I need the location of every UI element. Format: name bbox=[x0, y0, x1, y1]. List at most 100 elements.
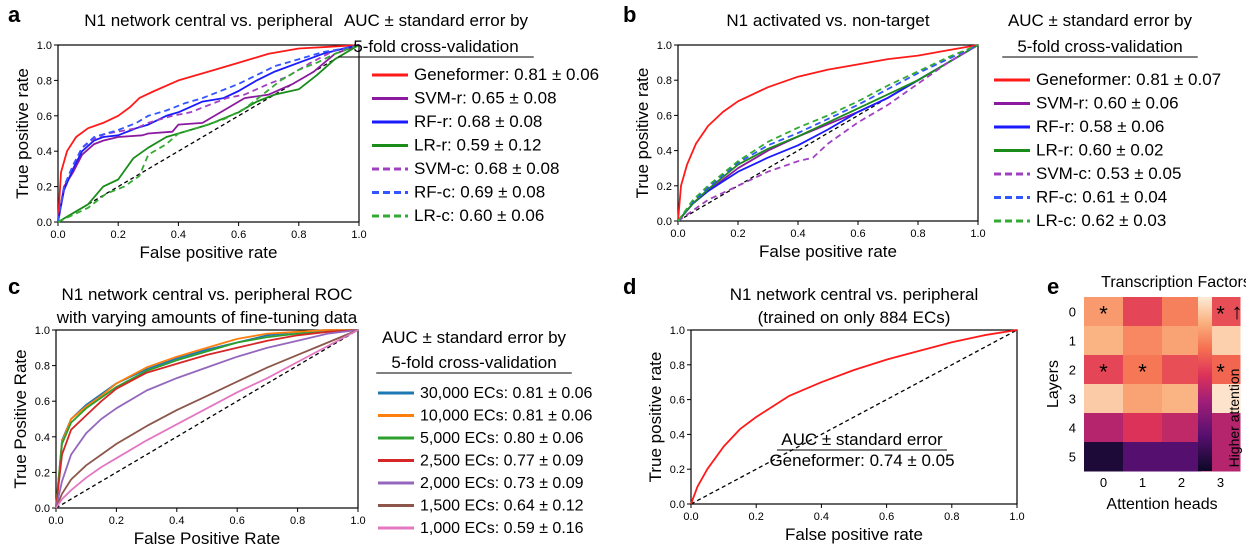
series-line bbox=[57, 44, 360, 223]
x-tick-label: 1.0 bbox=[351, 229, 366, 241]
legend-entry: Geneformer: 0.74 ± 0.05 bbox=[769, 451, 954, 470]
series-line bbox=[57, 44, 360, 223]
x-axis-label: False positive rate bbox=[140, 243, 278, 262]
y-axis-label: True positive rate bbox=[646, 352, 665, 483]
y-tick-label: 1.0 bbox=[37, 40, 52, 52]
panel-c: c N1 network central vs. peripheral ROC wi… bbox=[8, 274, 593, 548]
x-tick-label: 0.0 bbox=[50, 229, 65, 241]
panel-label: b bbox=[623, 2, 636, 27]
heatmap-cell bbox=[1123, 442, 1163, 472]
y-tick-label: 1.0 bbox=[657, 40, 672, 52]
x-tick-label: 2 bbox=[1178, 475, 1185, 490]
y-tick-label: 0.0 bbox=[657, 216, 672, 228]
legend-entry: RF-c: 0.69 ± 0.08 bbox=[414, 183, 545, 202]
heatmap-cell bbox=[1123, 297, 1163, 327]
heatmap-cell bbox=[1123, 355, 1163, 385]
plot-frame bbox=[690, 329, 1018, 505]
x-axis-label: False positive rate bbox=[759, 242, 897, 261]
chart-title: N1 activated vs. non-target bbox=[726, 11, 929, 30]
y-tick-label: 1 bbox=[1069, 334, 1076, 349]
legend-entry: LR-c: 0.60 ± 0.06 bbox=[414, 206, 544, 225]
y-tick-label: 0 bbox=[1069, 305, 1076, 320]
legend-entry: Geneformer: 0.81 ± 0.07 bbox=[1036, 70, 1221, 89]
chart-title: N1 network central vs. peripheral bbox=[730, 285, 979, 304]
legend-title: 5-fold cross-validation bbox=[391, 353, 556, 372]
x-tick-label: 0.6 bbox=[850, 228, 865, 240]
y-tick-label: 0.0 bbox=[35, 503, 50, 515]
y-tick-label: 0.4 bbox=[657, 146, 672, 158]
heatmap-cell bbox=[1084, 297, 1124, 327]
colorbar-label: Higher attention bbox=[1226, 369, 1242, 468]
legend-title: 5-fold cross-validation bbox=[353, 37, 518, 56]
y-tick-label: 3 bbox=[1069, 392, 1076, 407]
series-line bbox=[677, 44, 979, 222]
heatmap-cell bbox=[1084, 326, 1124, 356]
legend-entry: 30,000 ECs: 0.81 ± 0.06 bbox=[420, 385, 593, 402]
series-line bbox=[55, 329, 359, 509]
legend-entry: 1,500 ECs: 0.64 ± 0.12 bbox=[420, 498, 584, 515]
y-tick-label: 0.4 bbox=[37, 146, 52, 158]
x-tick-label: 0.8 bbox=[944, 511, 959, 523]
series-line bbox=[55, 329, 359, 509]
panel-label: e bbox=[1047, 274, 1059, 299]
legend-entry: LR-r: 0.60 ± 0.02 bbox=[1036, 141, 1163, 160]
x-axis-label: False positive rate bbox=[785, 525, 923, 544]
y-tick-label: 0.0 bbox=[670, 499, 685, 511]
series-line bbox=[677, 44, 979, 222]
y-tick-label: 0.4 bbox=[670, 429, 685, 441]
legend: AUC ± standard error by 5-fold cross-vali… bbox=[338, 11, 599, 225]
legend: AUC ± standard error Geneformer: 0.74 ± 0… bbox=[769, 430, 954, 470]
y-tick-label: 0.8 bbox=[670, 360, 685, 372]
legend-title: AUC ± standard error by bbox=[1008, 11, 1193, 30]
legend-entry: RF-r: 0.68 ± 0.08 bbox=[414, 112, 542, 131]
y-tick-label: 0.2 bbox=[35, 467, 50, 479]
chance-diagonal bbox=[55, 329, 359, 509]
heatmap-cell bbox=[1084, 384, 1124, 414]
series-line bbox=[57, 44, 360, 223]
x-tick-label: 0.8 bbox=[291, 229, 306, 241]
series-line bbox=[57, 44, 360, 223]
y-tick-label: 0.0 bbox=[37, 217, 52, 229]
x-tick-label: 0.4 bbox=[790, 228, 805, 240]
y-tick-label: 0.8 bbox=[35, 361, 50, 373]
y-tick-label: 0.6 bbox=[657, 110, 672, 122]
y-tick-label: 0.2 bbox=[37, 182, 52, 194]
x-tick-label: 0.2 bbox=[749, 511, 764, 523]
legend-entry: 1,000 ECs: 0.59 ± 0.16 bbox=[420, 520, 584, 537]
series-line bbox=[677, 44, 979, 222]
chart-title: with varying amounts of fine-tuning data bbox=[56, 308, 358, 327]
x-tick-label: 0.4 bbox=[169, 515, 184, 527]
colorbar bbox=[1198, 297, 1212, 471]
panel-a: a N1 network central vs. peripheral 0.0 0.2… bbox=[8, 2, 599, 262]
y-tick-label: 0.4 bbox=[35, 432, 50, 444]
legend-title: AUC ± standard error by bbox=[382, 328, 567, 347]
y-tick-label: 0.8 bbox=[657, 75, 672, 87]
legend-entry: LR-c: 0.62 ± 0.03 bbox=[1036, 211, 1166, 230]
plot-frame bbox=[55, 329, 359, 509]
series-line bbox=[55, 329, 359, 509]
y-tick-label: 0.6 bbox=[670, 395, 685, 407]
y-axis-label: True Positive Rate bbox=[11, 349, 30, 488]
colorbar-arrow: ↑ bbox=[1232, 299, 1243, 324]
chance-diagonal bbox=[690, 329, 1018, 505]
x-axis-label: False Positive Rate bbox=[134, 529, 280, 548]
series-line bbox=[55, 329, 359, 509]
y-axis-label: Layers bbox=[1045, 360, 1062, 408]
cell-annotation: * bbox=[1099, 360, 1108, 385]
panel-label: d bbox=[623, 274, 636, 299]
x-tick-label: 1.0 bbox=[1009, 511, 1024, 523]
legend-title: AUC ± standard error bbox=[781, 430, 943, 449]
y-tick-label: 1.0 bbox=[670, 325, 685, 337]
heatmap-cell bbox=[1162, 355, 1202, 385]
legend-entry: SVM-c: 0.68 ± 0.08 bbox=[414, 159, 559, 178]
y-tick-label: 0.2 bbox=[657, 181, 672, 193]
x-tick-label: 0 bbox=[1100, 475, 1107, 490]
series-line bbox=[690, 329, 1018, 505]
x-tick-label: 0.6 bbox=[231, 229, 246, 241]
series-line bbox=[55, 329, 359, 509]
x-tick-label: 0.2 bbox=[730, 228, 745, 240]
x-tick-label: 0.2 bbox=[109, 515, 124, 527]
legend-title: AUC ± standard error by bbox=[344, 11, 529, 30]
heatmap-cell bbox=[1162, 326, 1202, 356]
heatmap-cell bbox=[1084, 355, 1124, 385]
